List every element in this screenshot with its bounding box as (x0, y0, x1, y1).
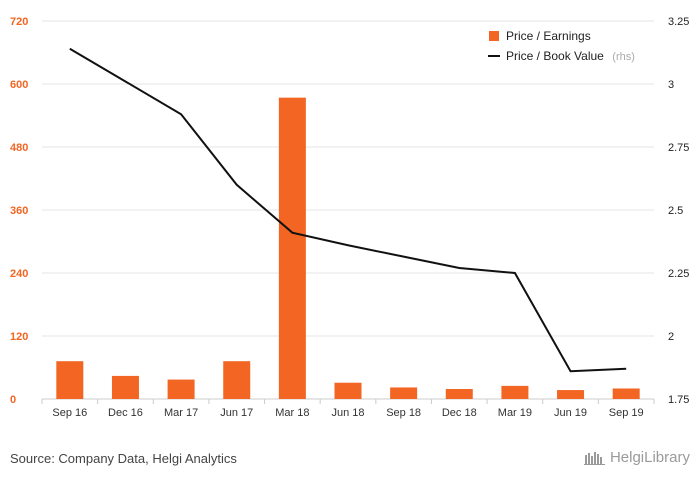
x-tick-label: Jun 19 (554, 407, 587, 419)
bar-price-earnings (390, 387, 418, 399)
brand-name: HelgiLibrary (609, 449, 690, 466)
left-tick-label: 0 (10, 394, 16, 406)
price-earnings-bars (56, 97, 640, 400)
x-tick-label: Sep 18 (386, 407, 421, 419)
x-tick-label: Sep 16 (52, 407, 87, 419)
bar-price-earnings (223, 361, 251, 399)
x-tick-label: Jun 17 (220, 407, 253, 419)
right-axis: 1.75 2 2.25 2.5 2.75 3 3.25 (668, 16, 689, 406)
legend-label-price-book: Price / Book Value (rhs) (506, 47, 635, 64)
x-axis: Sep 16 Dec 16 Mar 17 Jun 17 Mar 18 Jun 18 Sep … (41, 399, 655, 419)
x-tick-label: Mar 17 (164, 407, 198, 419)
right-tick-label: 2.5 (668, 205, 683, 217)
x-tick-label: Mar 19 (498, 407, 532, 419)
left-tick-label: 600 (10, 79, 28, 91)
right-tick-label: 3.25 (668, 16, 689, 28)
bar-price-earnings (56, 361, 84, 399)
x-tick-label: Sep 19 (609, 407, 644, 419)
bar-price-earnings (334, 382, 362, 399)
bar-price-earnings (111, 375, 139, 399)
bar-price-earnings (167, 379, 195, 399)
legend-swatch-price-earnings (489, 31, 499, 41)
library-icon (583, 451, 605, 465)
left-axis: 0 120 240 360 480 600 720 (10, 16, 28, 406)
right-tick-label: 1.75 (668, 394, 689, 406)
source-note: Source: Company Data, Helgi Analytics (10, 451, 237, 466)
left-tick-label: 480 (10, 142, 28, 154)
brand-logo: HelgiLibrary (583, 449, 690, 466)
right-tick-label: 2.25 (668, 268, 689, 280)
left-tick-label: 120 (10, 331, 28, 343)
bar-price-earnings (501, 385, 529, 399)
bar-price-earnings (612, 388, 640, 399)
x-tick-label: Jun 18 (331, 407, 364, 419)
bar-price-earnings (445, 389, 473, 399)
x-tick-label: Dec 16 (108, 407, 143, 419)
price-book-line (69, 47, 627, 373)
right-tick-label: 2.75 (668, 142, 689, 154)
bar-price-earnings (557, 390, 585, 399)
left-tick-label: 720 (10, 16, 28, 28)
x-tick-label: Dec 18 (442, 407, 477, 419)
bar-price-earnings (278, 97, 306, 400)
grid (42, 20, 654, 400)
left-tick-label: 360 (10, 205, 28, 217)
legend: Price / Earnings Price / Book Value (rhs… (488, 29, 635, 64)
x-tick-label: Mar 18 (275, 407, 309, 419)
right-tick-label: 2 (668, 331, 674, 343)
legend-label-price-earnings: Price / Earnings (506, 29, 591, 43)
right-tick-label: 3 (668, 79, 674, 91)
left-tick-label: 240 (10, 268, 28, 280)
